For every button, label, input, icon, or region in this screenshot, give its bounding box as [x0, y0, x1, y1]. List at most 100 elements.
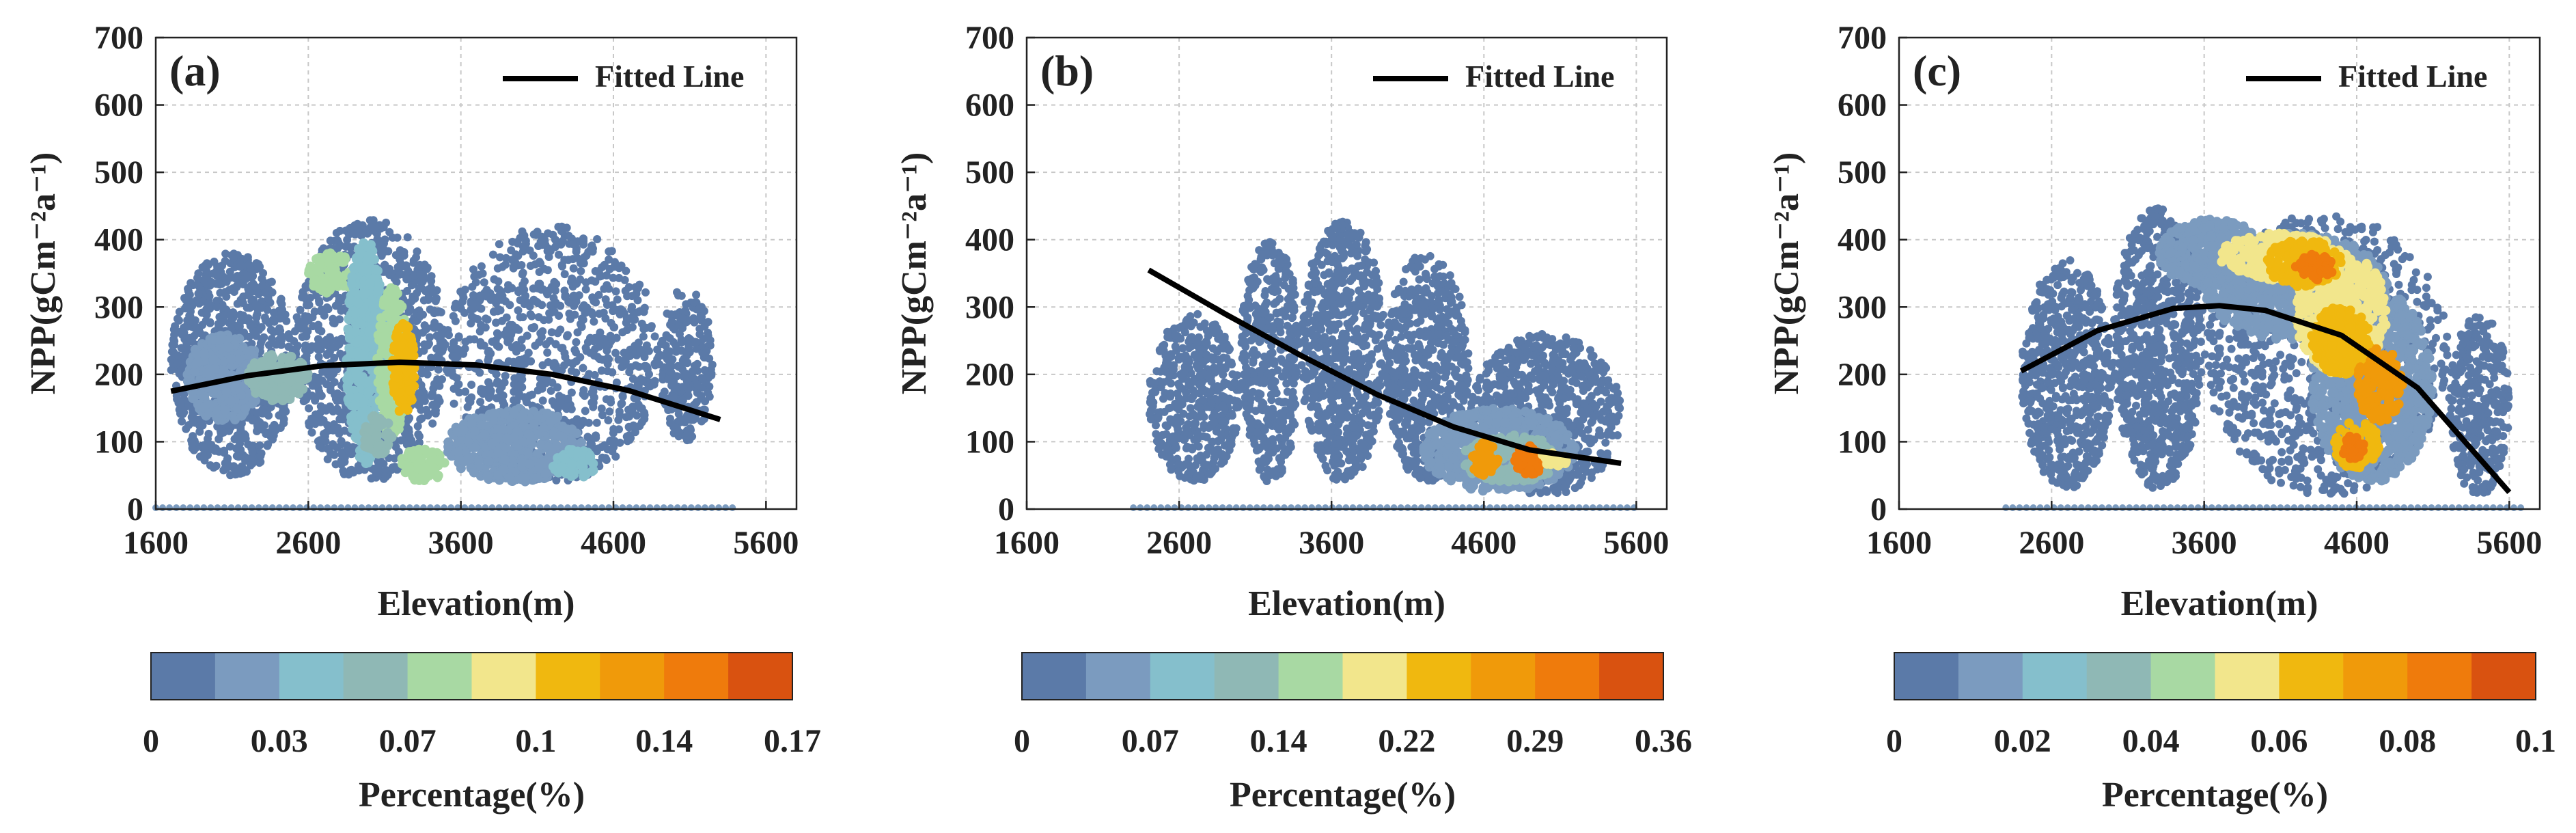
density-point [186, 312, 195, 321]
density-point [342, 226, 350, 235]
density-point [587, 276, 596, 285]
density-point [404, 464, 414, 474]
density-point [408, 340, 418, 351]
zero-point [523, 504, 530, 511]
zero-point [358, 504, 365, 511]
x-tick-label: 3600 [428, 525, 494, 561]
zero-point [296, 504, 304, 511]
density-point [622, 314, 631, 323]
density-point [190, 446, 198, 454]
density-point [568, 292, 577, 301]
density-point [531, 341, 540, 350]
density-point [236, 262, 245, 271]
density-region [655, 288, 717, 445]
density-point [272, 340, 281, 349]
zero-point [331, 504, 338, 511]
density-point [320, 340, 329, 349]
density-point [326, 236, 335, 245]
density-point [361, 422, 371, 432]
density-point [536, 237, 545, 246]
density-point [303, 393, 311, 402]
density-point [705, 392, 714, 401]
zero-point [385, 504, 393, 511]
zero-point [200, 504, 208, 511]
zero-point [317, 504, 324, 511]
density-point [215, 335, 225, 345]
density-point [322, 351, 331, 359]
zero-point [365, 504, 372, 511]
zero-point [180, 504, 187, 511]
density-point [546, 336, 554, 345]
density-point [181, 295, 190, 304]
density-point [674, 291, 682, 300]
density-point [245, 291, 253, 300]
density-point [259, 269, 268, 277]
zero-point [344, 504, 352, 511]
density-point [361, 454, 370, 465]
density-point [232, 282, 241, 290]
density-point [347, 279, 357, 290]
density-point [178, 417, 186, 426]
density-point [684, 343, 693, 352]
zero-point [509, 504, 516, 511]
density-point [205, 292, 214, 301]
density-point [620, 275, 629, 284]
density-point [221, 249, 230, 258]
density-point [252, 313, 261, 322]
density-point [420, 321, 429, 330]
density-point [379, 459, 388, 468]
zero-point [708, 504, 716, 511]
density-point [690, 318, 699, 327]
density-point [253, 422, 262, 431]
density-point [553, 329, 562, 338]
density-point [495, 386, 504, 395]
density-point [609, 425, 618, 433]
density-point [520, 393, 529, 402]
density-point [567, 459, 577, 469]
density-point [193, 273, 202, 282]
density-point [233, 431, 242, 440]
density-point [579, 364, 587, 372]
density-point [514, 306, 523, 315]
density-point [345, 295, 355, 305]
density-point [468, 282, 477, 291]
density-point [661, 341, 670, 350]
density-point [223, 342, 234, 353]
density-point [581, 407, 590, 415]
density-point [383, 333, 393, 344]
density-point [683, 359, 691, 368]
density-point [329, 314, 337, 323]
density-point [221, 257, 230, 265]
density-point [267, 277, 276, 286]
density-point [650, 380, 659, 389]
density-point [650, 332, 659, 341]
density-point [173, 359, 182, 367]
zero-point [399, 504, 406, 511]
density-point [643, 363, 652, 372]
density-point [302, 351, 311, 360]
density-point [225, 442, 234, 451]
density-point [240, 403, 250, 413]
density-point [212, 303, 221, 312]
density-point [546, 416, 555, 426]
density-point [416, 312, 425, 320]
zero-point [633, 504, 640, 511]
zero-point [585, 504, 592, 511]
density-point [219, 428, 228, 437]
density-point [488, 408, 499, 418]
density-point [316, 418, 325, 426]
density-point [398, 262, 406, 271]
density-point [402, 275, 411, 284]
density-point [247, 379, 258, 390]
zero-point [427, 504, 434, 511]
density-point [402, 329, 412, 340]
density-point [572, 348, 580, 357]
density-point [448, 352, 457, 361]
density-point [253, 409, 262, 418]
density-point [545, 309, 554, 318]
zero-point [550, 504, 557, 511]
density-point [360, 441, 370, 452]
density-point [546, 301, 555, 310]
density-point [548, 397, 557, 406]
density-point [355, 375, 365, 385]
